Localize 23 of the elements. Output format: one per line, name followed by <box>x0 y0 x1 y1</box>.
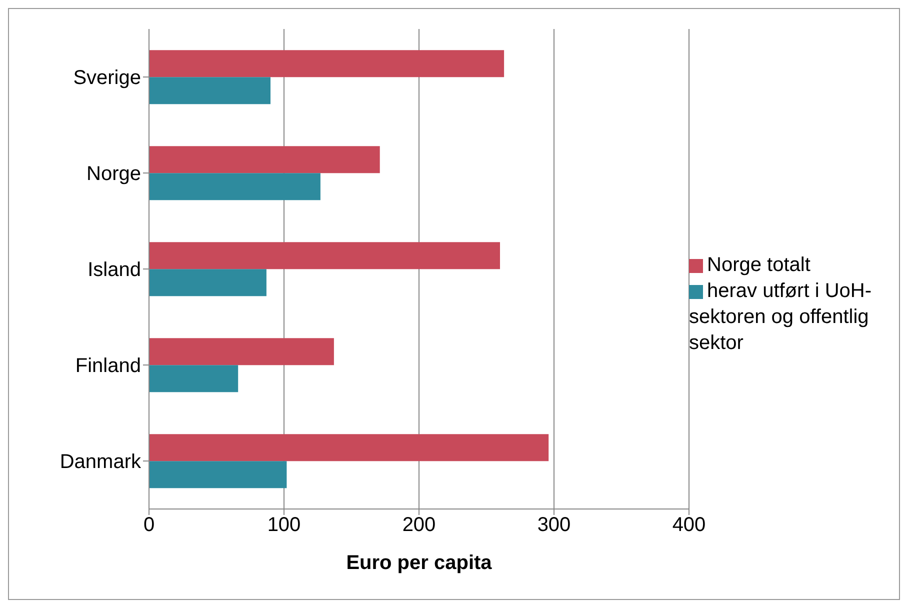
y-tick-label: Sverige <box>73 67 141 90</box>
x-tick-label: 200 <box>402 514 436 536</box>
bar <box>149 461 287 488</box>
bar <box>149 269 266 296</box>
bar <box>149 146 380 174</box>
y-tick-label: Finland <box>75 355 141 378</box>
x-tick-label: 0 <box>143 514 155 536</box>
bar <box>149 365 238 392</box>
bar <box>149 242 500 270</box>
x-tick-label: 300 <box>537 514 571 536</box>
y-tick-label: Norge <box>86 163 141 186</box>
bar <box>149 338 334 366</box>
y-tick-label: Danmark <box>60 451 142 474</box>
y-tick-label: Island <box>88 259 141 282</box>
bar <box>149 77 270 104</box>
x-axis-title: Euro per capita <box>346 552 493 574</box>
bar <box>149 50 504 78</box>
bar <box>149 173 320 200</box>
legend-label: Norge totalt <box>707 254 810 276</box>
x-tick-label: 100 <box>267 514 301 536</box>
bar <box>149 434 549 462</box>
x-tick-label: 400 <box>672 514 706 536</box>
legend-label: herav utført i UoH-sektoren og offentlig sektor <box>689 280 872 354</box>
